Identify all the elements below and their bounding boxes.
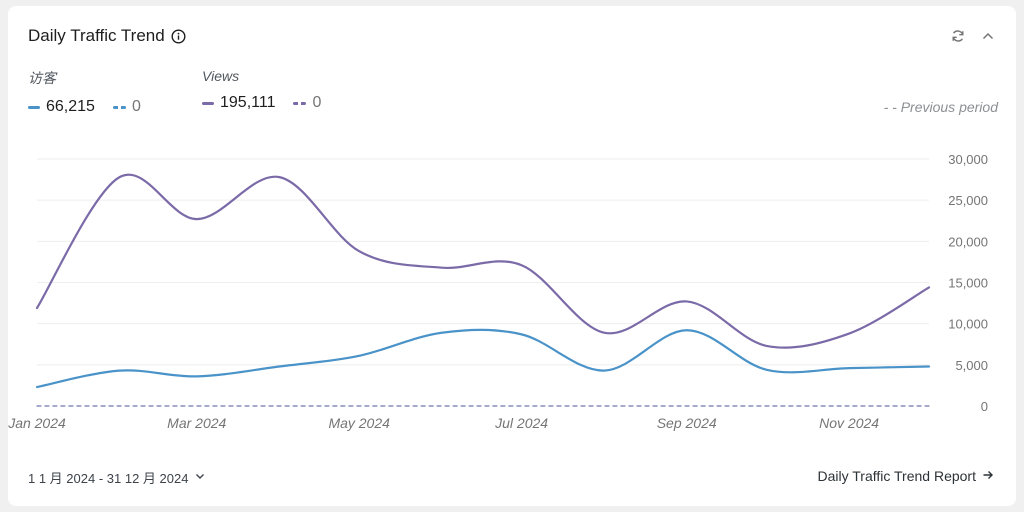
x-tick-label: Jan 2024 <box>8 415 66 431</box>
date-range-text: 1 1 月 2024 - 31 12 月 2024 <box>28 471 189 486</box>
y-tick-label: 15,000 <box>948 276 988 291</box>
traffic-line-chart: 0 5,000 10,000 15,000 20,000 25,000 30,000 Jan … <box>8 152 988 431</box>
info-icon[interactable] <box>171 28 186 44</box>
x-tick-label: Mar 2024 <box>167 415 226 431</box>
legend-views-previous: 0 <box>293 94 321 112</box>
legend-views-current: 195,111 <box>202 94 275 112</box>
y-tick-label: 10,000 <box>948 317 988 332</box>
report-link[interactable]: Daily Traffic Trend Report <box>818 468 994 484</box>
chevron-down-icon <box>194 470 206 485</box>
visitors-current-value: 66,215 <box>46 98 95 115</box>
y-tick-label: 30,000 <box>948 152 988 167</box>
visitors-swatch <box>28 105 40 109</box>
legend-visitors-current: 66,215 <box>28 98 95 116</box>
y-tick-label: 20,000 <box>948 234 988 249</box>
report-link-text: Daily Traffic Trend Report <box>817 468 976 484</box>
legend-views: Views 195,111 0 <box>202 68 321 112</box>
y-tick-label: 0 <box>981 399 988 414</box>
x-tick-label: May 2024 <box>328 415 390 431</box>
chevron-up-icon[interactable] <box>980 28 996 44</box>
arrow-right-icon <box>982 468 994 484</box>
series-line <box>35 173 931 349</box>
legend-visitors-previous: 0 <box>112 98 141 116</box>
date-range-selector[interactable]: 1 1 月 2024 - 31 12 月 2024 <box>28 468 206 487</box>
traffic-card: Daily Traffic Trend 访客 66,215 0 Views <box>8 6 1016 506</box>
legend-views-label: Views <box>202 68 240 84</box>
card-title-text: Daily Traffic Trend <box>28 26 165 45</box>
refresh-icon[interactable] <box>950 28 966 44</box>
visitors-prev-swatch <box>112 105 126 109</box>
card-title: Daily Traffic Trend <box>28 26 186 46</box>
series-line <box>35 328 931 389</box>
visitors-previous-value: 0 <box>131 98 141 115</box>
previous-period-label: - - Previous period <box>883 99 998 115</box>
legend-visitors-label: 访客 <box>28 70 56 86</box>
views-current-value: 195,111 <box>220 94 276 111</box>
x-tick-label: Jul 2024 <box>494 415 548 431</box>
x-tick-label: Nov 2024 <box>819 415 879 431</box>
legend-visitors: 访客 66,215 0 <box>28 68 141 116</box>
views-prev-swatch <box>293 101 307 105</box>
y-tick-label: 5,000 <box>955 358 988 373</box>
x-tick-label: Sep 2024 <box>657 415 717 431</box>
views-previous-value: 0 <box>312 94 322 111</box>
y-tick-label: 25,000 <box>948 193 988 208</box>
views-swatch <box>202 101 214 105</box>
